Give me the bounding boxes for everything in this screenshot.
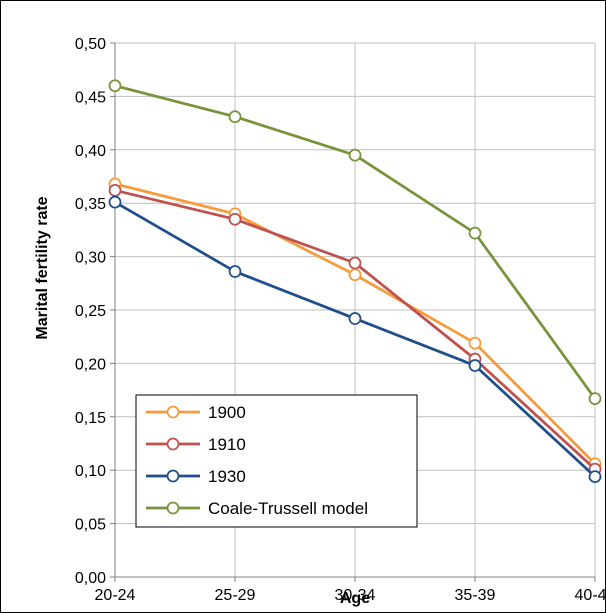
- x-tick-label: 35-39: [455, 587, 496, 604]
- y-tick-label: 0,25: [75, 303, 106, 320]
- y-tick-label: 0,00: [75, 570, 106, 587]
- data-point-1930: [468, 359, 482, 372]
- data-point-coale-trussell-model: [588, 392, 602, 406]
- y-tick-label: 0,15: [75, 410, 106, 427]
- y-tick-label: 0,50: [75, 36, 106, 53]
- data-point-1930: [108, 195, 122, 209]
- x-tick-label: 20-24: [95, 587, 136, 604]
- y-tick-label: 0,30: [75, 250, 106, 267]
- data-point-1930: [228, 265, 242, 278]
- legend-marker-1930: [166, 469, 180, 483]
- x-tick-label: 40-44: [575, 587, 606, 604]
- y-tick-label: 0,40: [75, 143, 106, 160]
- legend-label-1930: 1930: [208, 467, 246, 486]
- y-tick-label: 0,20: [75, 356, 106, 373]
- y-tick-label: 0,35: [75, 196, 106, 213]
- y-tick-label: 0,10: [75, 463, 106, 480]
- legend-marker-1900: [166, 405, 180, 419]
- series-group: [108, 79, 602, 483]
- legend: 1900 1910 1930 Coale-Trussell model: [135, 394, 418, 528]
- legend-box: [135, 394, 418, 528]
- legend-label-1900: 1900: [208, 403, 246, 422]
- legend-marker-1910: [166, 437, 180, 451]
- axes: [110, 42, 596, 582]
- data-point-coale-trussell-model: [468, 226, 482, 240]
- x-tick-label: 25-29: [215, 587, 256, 604]
- data-point-1910: [228, 212, 242, 226]
- tick-labels: 0,00 0,05 0,10 0,15 0,20 0,25 0,30 0,35 0,40 0,45…: [75, 36, 606, 604]
- legend-label-coale-trussell-model: Coale-Trussell model: [208, 499, 368, 518]
- data-point-1910: [348, 256, 362, 270]
- data-point-1930: [348, 312, 362, 325]
- y-tick-label: 0,05: [75, 517, 106, 534]
- data-point-1910: [108, 184, 122, 197]
- data-point-1900: [348, 268, 362, 282]
- y-tick-label: 0,45: [75, 89, 106, 106]
- data-point-coale-trussell-model: [348, 148, 362, 162]
- data-point-1930: [588, 470, 602, 483]
- y-axis-title: Marital fertility rate: [34, 196, 51, 339]
- data-point-coale-trussell-model: [108, 79, 122, 93]
- data-point-coale-trussell-model: [228, 110, 242, 124]
- legend-label-1910: 1910: [208, 435, 246, 454]
- x-axis-title: Age: [340, 590, 370, 607]
- legend-marker-coale-trussell-model: [166, 501, 180, 515]
- gridlines: [115, 42, 596, 577]
- data-point-1900: [468, 336, 482, 350]
- x-tick-label: 30-34: [335, 587, 376, 604]
